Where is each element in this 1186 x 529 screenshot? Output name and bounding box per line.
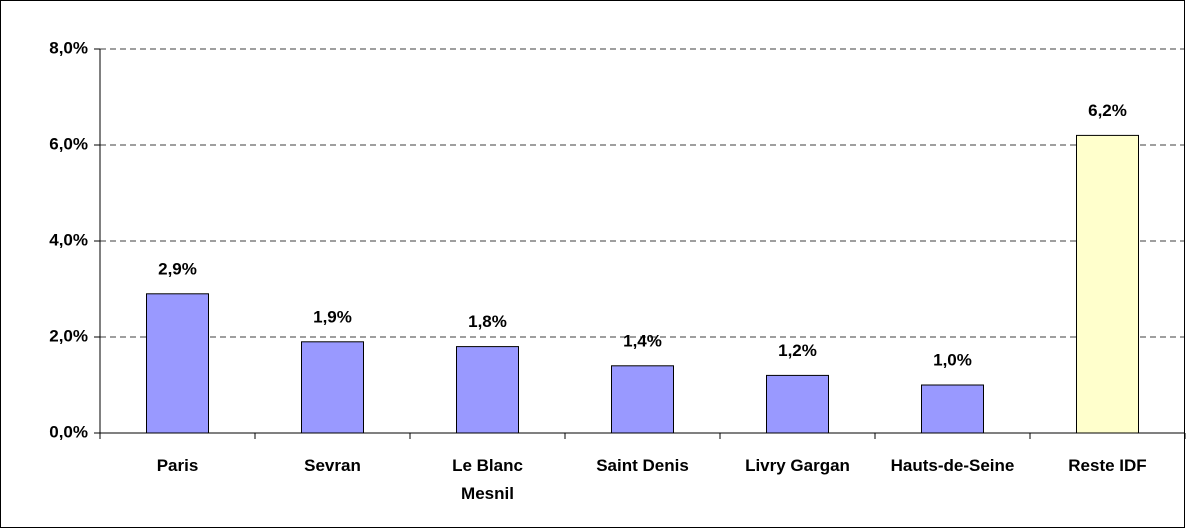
bar: [301, 341, 364, 434]
bar: [921, 384, 984, 434]
data-label: 6,2%: [1088, 101, 1127, 120]
bar: [611, 365, 674, 434]
x-tick-label: Livry Gargan: [745, 456, 850, 475]
data-label: 1,8%: [468, 312, 507, 331]
data-label: 1,4%: [623, 331, 662, 350]
data-label: 1,9%: [313, 307, 352, 326]
y-tick-label: 6,0%: [49, 134, 88, 153]
bar: [456, 346, 519, 434]
x-tick-label: Reste IDF: [1068, 456, 1147, 475]
x-tick-label: Sevran: [304, 456, 361, 475]
x-tick-label: Hauts-de-Seine: [890, 456, 1015, 475]
bar: [1076, 134, 1139, 434]
data-label: 2,9%: [158, 259, 197, 278]
y-tick-label: 8,0%: [49, 38, 88, 57]
x-tick-label: Saint Denis: [596, 456, 689, 475]
x-tick-label: Paris: [156, 456, 199, 475]
y-tick-label: 0,0%: [49, 422, 88, 441]
data-label: 1,0%: [933, 350, 972, 369]
bar: [766, 374, 829, 434]
x-tick-label: Le Blanc Mesnil: [452, 456, 523, 503]
y-tick-label: 2,0%: [49, 326, 88, 345]
y-tick-label: 4,0%: [49, 230, 88, 249]
bar: [146, 293, 209, 434]
data-label: 1,2%: [778, 341, 817, 360]
